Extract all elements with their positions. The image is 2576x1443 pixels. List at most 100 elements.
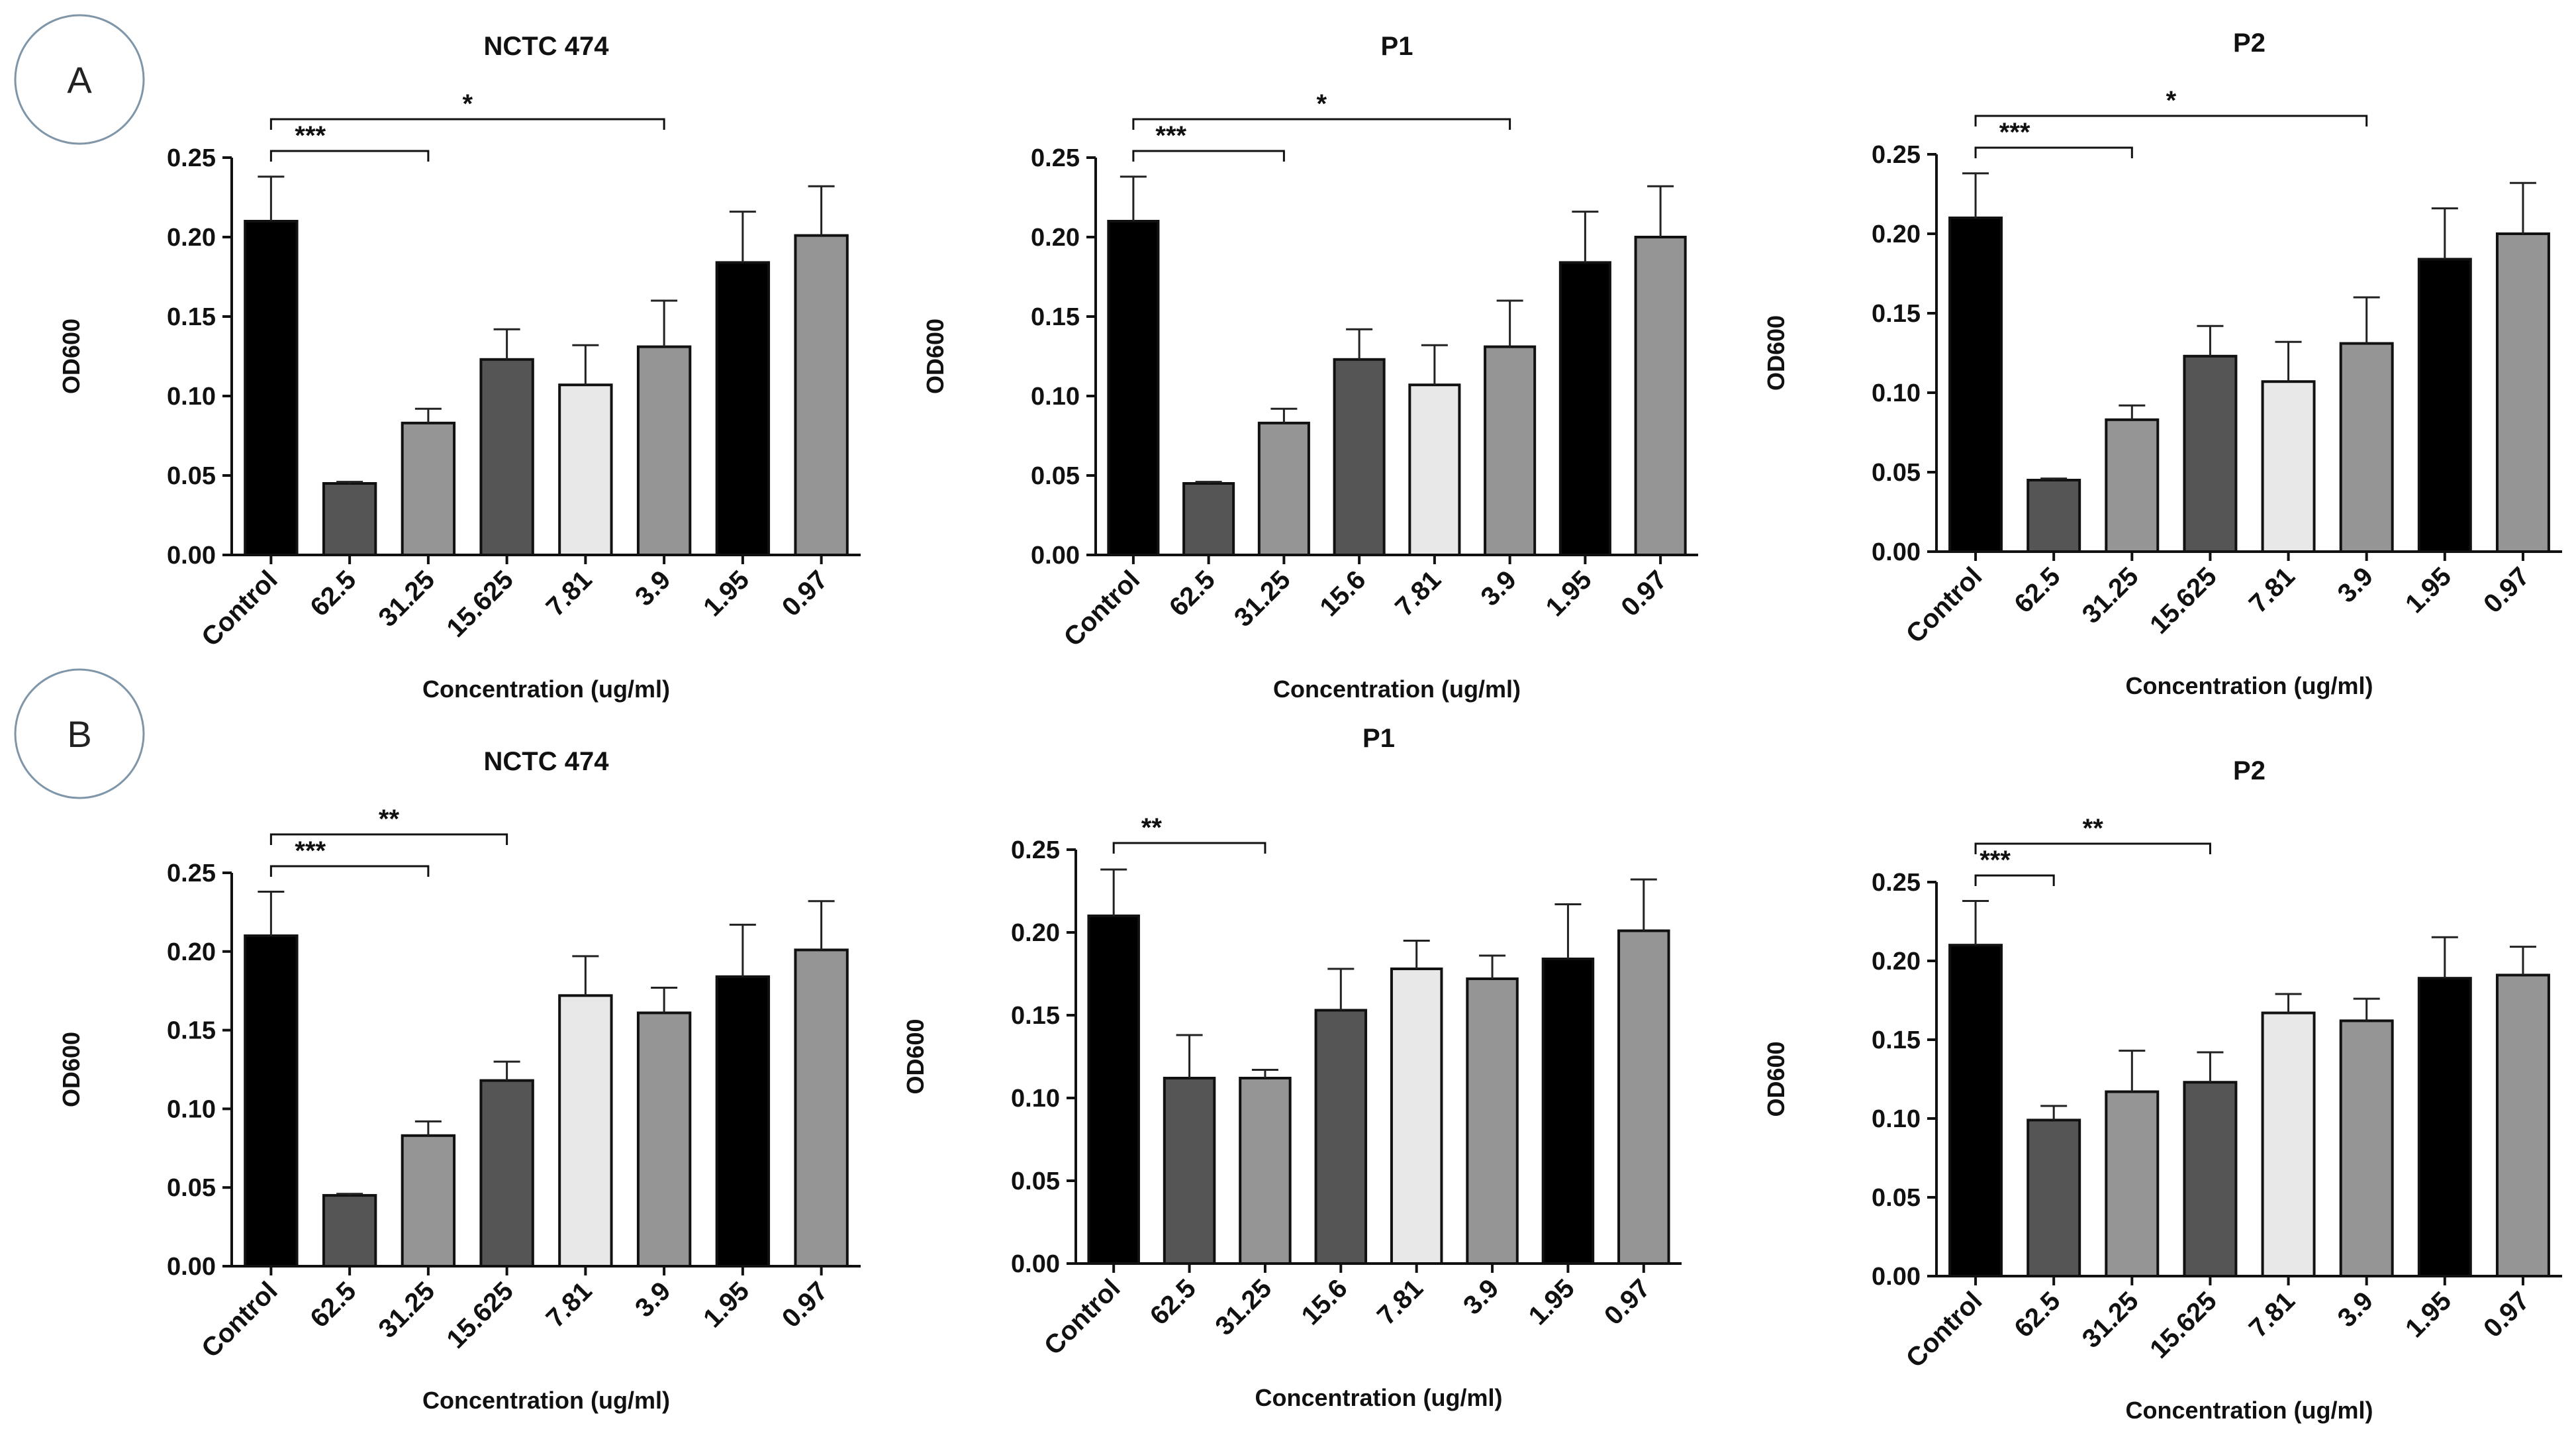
category-label: 3.9	[630, 565, 676, 611]
x-axis-label: Concentration (ug/ml)	[1255, 1384, 1503, 1411]
y-tick-label: 0.20	[1872, 221, 1921, 248]
y-axis-label: OD600	[902, 1019, 929, 1094]
y-tick-label: 0.05	[1031, 462, 1080, 490]
category-label: 7.81	[2244, 562, 2301, 619]
bar	[715, 975, 771, 1268]
bar	[2417, 977, 2472, 1278]
significance-label: ***	[295, 121, 326, 150]
significance-bracket	[1974, 874, 2055, 886]
chart-title: NCTC 474	[484, 747, 610, 776]
significance-bracket	[269, 118, 665, 130]
chart-title: P1	[1362, 724, 1395, 753]
category-label: 62.5	[2009, 562, 2066, 619]
y-tick-label: 0.25	[167, 860, 216, 887]
significance-label: **	[379, 805, 400, 834]
category-label: 1.95	[698, 565, 755, 622]
y-tick-label: 0.20	[167, 938, 216, 966]
category-label: 7.81	[2244, 1286, 2301, 1343]
category-label: 15.6	[1296, 1273, 1353, 1330]
chart-1: NCTC 474 0.00 0.05 0.10 0.15 0.20 0.25 OD600 Con…	[58, 32, 861, 703]
y-tick-label: 0.05	[1872, 1184, 1921, 1212]
bar	[1314, 1009, 1368, 1265]
category-label: 3.9	[1476, 565, 1522, 611]
y-tick-label: 0.10	[1031, 383, 1080, 411]
category-label: 31.25	[373, 565, 440, 632]
category-label: 15.6	[1314, 565, 1371, 622]
bar	[1617, 929, 1670, 1265]
y-tick-label: 0.20	[1031, 224, 1080, 252]
category-label: 62.5	[1145, 1273, 1202, 1330]
bar	[1541, 958, 1595, 1265]
y-tick-label: 0.15	[1031, 303, 1080, 331]
bar	[2339, 1019, 2394, 1277]
y-axis-label: OD600	[58, 319, 85, 394]
category-label: 1.95	[1523, 1273, 1580, 1330]
category-label: 1.95	[2400, 1286, 2457, 1343]
y-axis-label: OD600	[58, 1032, 85, 1107]
category-label: 62.5	[305, 1276, 361, 1333]
bar	[636, 345, 692, 556]
y-tick-label: 0.05	[167, 1174, 216, 1202]
significance-label: ***	[1980, 846, 2011, 875]
chart-5: P1 0.00 0.05 0.10 0.15 0.20 0.25 OD600 Control 62…	[902, 724, 1682, 1411]
significance-label: *	[2166, 86, 2177, 115]
bar	[2339, 342, 2394, 553]
y-tick-label: 0.00	[167, 542, 216, 570]
category-label: 15.625	[441, 1276, 519, 1354]
category-label: Control	[1059, 565, 1146, 652]
significance-bracket	[1974, 146, 2133, 158]
chart-4: NCTC 474 0.00 0.05 0.10 0.15 0.20 0.25 OD600 Con…	[58, 747, 861, 1414]
bar	[558, 383, 613, 556]
category-label: 62.5	[1164, 565, 1221, 622]
category-label: 62.5	[305, 565, 361, 622]
category-label: 0.97	[1599, 1273, 1656, 1330]
category-label: 7.81	[541, 565, 598, 622]
category-label: 0.97	[777, 565, 834, 622]
bar	[2105, 1090, 2160, 1278]
bar	[2183, 354, 2238, 553]
y-axis-label: OD600	[1762, 315, 1789, 391]
significance-bracket	[1112, 842, 1266, 854]
significance-bracket	[269, 833, 508, 845]
significance-label: ***	[1999, 118, 2030, 147]
significance-label: *	[462, 89, 473, 119]
y-tick-label: 0.00	[1872, 538, 1921, 566]
panel-marker-b-circle	[14, 668, 145, 799]
bar	[1558, 261, 1611, 556]
y-tick-label: 0.00	[167, 1253, 216, 1281]
category-label: 0.97	[1615, 565, 1672, 622]
y-tick-label: 0.10	[1872, 379, 1921, 407]
y-tick-label: 0.20	[167, 224, 216, 252]
y-tick-label: 0.10	[1872, 1105, 1921, 1133]
x-axis-label: Concentration (ug/ml)	[2126, 1397, 2373, 1424]
chart-2: P1 0.00 0.05 0.10 0.15 0.20 0.25 OD600 Control 62…	[922, 32, 1698, 703]
chart-title: NCTC 474	[484, 32, 610, 61]
significance-bracket	[1974, 842, 2211, 854]
chart-title: P2	[2233, 756, 2266, 785]
bar	[2261, 380, 2316, 553]
bar	[1333, 358, 1386, 556]
chart-title: P1	[1381, 32, 1413, 61]
significance-bracket	[1132, 150, 1285, 162]
category-label: 31.25	[2077, 562, 2144, 629]
significance-bracket	[1974, 115, 2368, 126]
chart-3: P2 0.00 0.05 0.10 0.15 0.20 0.25 OD600 Control 62…	[1762, 28, 2562, 699]
y-tick-label: 0.25	[1031, 144, 1080, 172]
y-tick-label: 0.10	[167, 1095, 216, 1123]
y-axis-label: OD600	[922, 319, 949, 394]
bar	[322, 482, 377, 556]
y-tick-label: 0.05	[1872, 459, 1921, 487]
y-tick-label: 0.25	[1011, 836, 1060, 864]
significance-bracket	[1132, 118, 1511, 130]
y-tick-label: 0.15	[167, 1017, 216, 1045]
category-label: Control	[1901, 1286, 1988, 1373]
category-label: 0.97	[777, 1276, 834, 1333]
bar	[401, 421, 456, 556]
bar	[1182, 482, 1235, 556]
y-tick-label: 0.20	[1872, 948, 1921, 975]
category-label: 0.97	[2478, 562, 2535, 619]
bar	[2495, 973, 2550, 1278]
category-label: Control	[196, 1276, 283, 1364]
category-label: 1.95	[698, 1276, 755, 1333]
